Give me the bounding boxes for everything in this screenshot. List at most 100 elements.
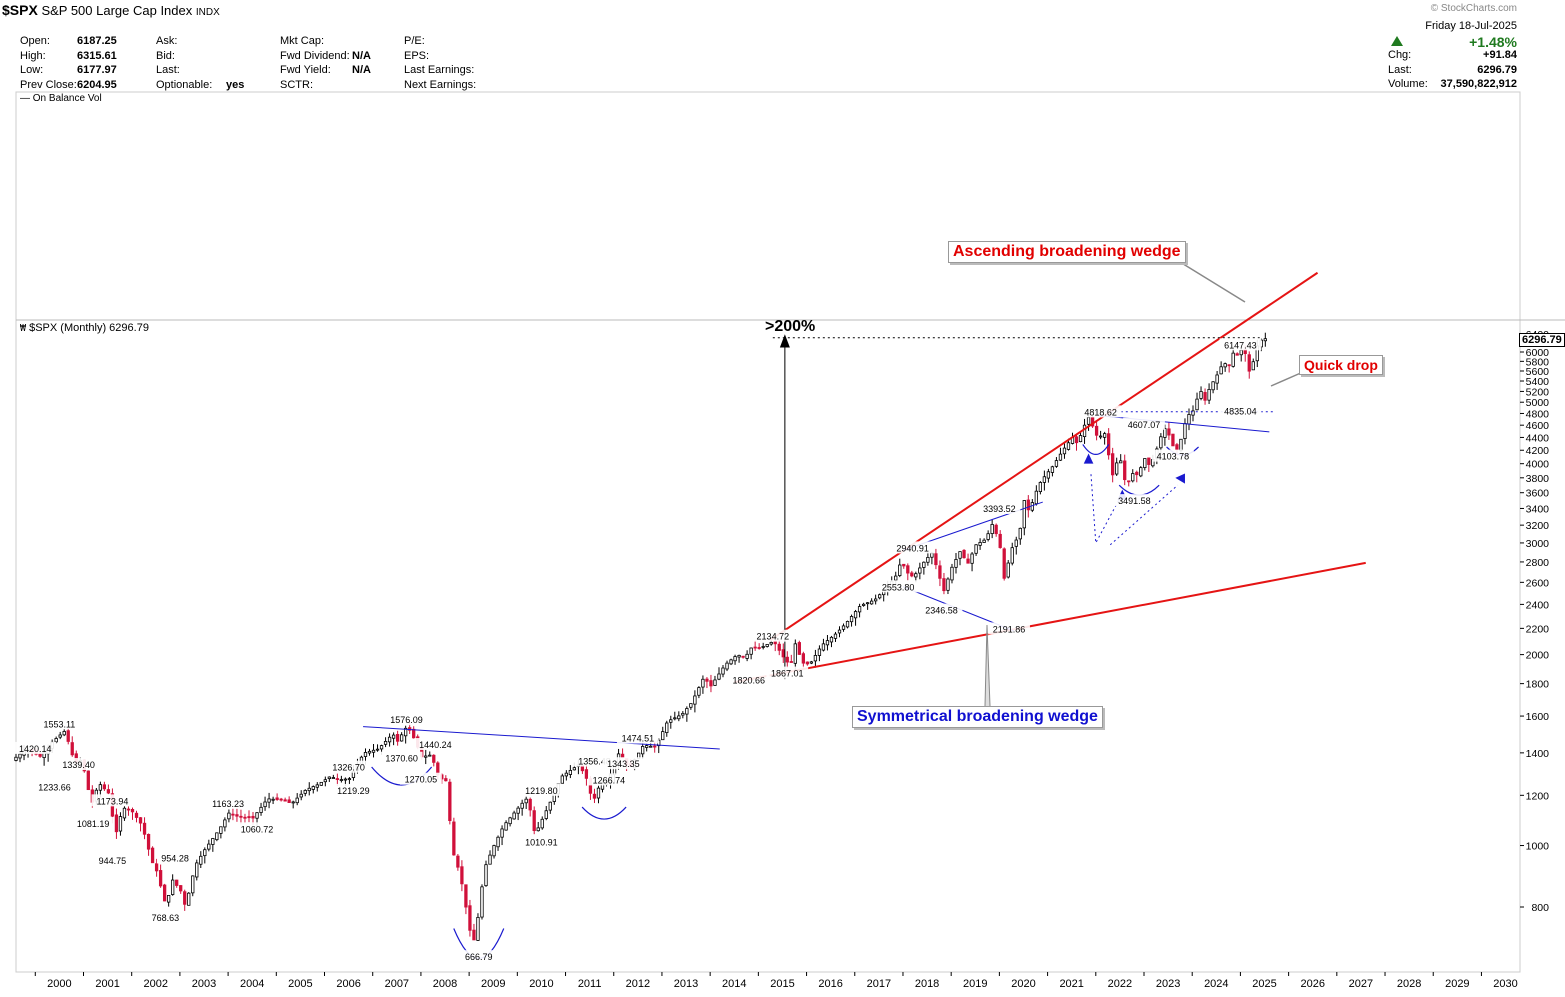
quote-date: Friday 18-Jul-2025	[1425, 20, 1517, 32]
candle-up	[761, 646, 765, 648]
quote-label: Fwd Dividend:	[280, 49, 350, 62]
candle-up	[564, 772, 568, 777]
candle-up	[195, 862, 199, 878]
candle-up	[327, 776, 331, 779]
candle-down	[235, 814, 239, 817]
candle-up	[1102, 433, 1107, 438]
price-label: 1081.19	[77, 819, 110, 829]
candle-up	[878, 594, 882, 599]
candle-up	[837, 629, 842, 634]
quote-right-label: Volume:	[1388, 78, 1428, 90]
candle-up	[1018, 527, 1022, 540]
price-label-bg	[616, 731, 659, 744]
candle-up	[865, 602, 870, 605]
price-label: 1553.11	[43, 719, 75, 729]
candle-up	[118, 816, 123, 832]
candle-up	[1034, 490, 1038, 505]
index-name: S&P 500 Large Cap Index	[41, 3, 193, 18]
candle-down	[1227, 364, 1231, 367]
quote-value: 6177.97	[77, 64, 117, 76]
obv-legend-text: On Balance Vol	[32, 93, 102, 104]
candle-up	[259, 806, 263, 813]
y-tick-label: 4600	[1526, 420, 1550, 432]
price-label-bg	[33, 780, 76, 793]
candle-up	[817, 648, 822, 656]
candle-down	[741, 655, 745, 658]
candle-down	[785, 656, 789, 663]
candle-down	[938, 565, 942, 579]
price-label: 1266.74	[593, 775, 626, 785]
x-tick-label: 2024	[1204, 978, 1228, 990]
y-tick-label: 2600	[1526, 577, 1550, 589]
candle-up	[375, 748, 380, 751]
y-tick-label: 3200	[1526, 520, 1550, 532]
quote-label: Ask:	[156, 35, 178, 47]
candle-down	[998, 533, 1002, 548]
price-label-bg	[460, 950, 497, 963]
candle-up	[484, 864, 488, 887]
x-tick-label: 2005	[288, 978, 312, 990]
quote-value: N/A	[352, 49, 371, 62]
candle-up	[1042, 476, 1047, 483]
candle-down	[464, 884, 468, 908]
candle-up	[970, 553, 974, 564]
candle-down	[126, 808, 131, 811]
resistance-line-2007	[363, 726, 720, 750]
candle-down	[287, 799, 291, 803]
candle-down	[584, 769, 589, 779]
candle-down	[472, 929, 476, 941]
x-tick-label: 2010	[529, 978, 553, 990]
price-label: 2346.58	[925, 606, 958, 616]
candle-down	[251, 815, 255, 819]
y-tick-label: 4800	[1526, 408, 1550, 420]
price-label-bg	[727, 673, 770, 686]
candle-down	[86, 770, 90, 791]
candle-up	[319, 781, 323, 786]
candle-down	[797, 642, 801, 655]
candle-up	[167, 895, 171, 903]
candle-down	[468, 905, 472, 931]
candle-up	[367, 750, 372, 754]
price-label: 1440.24	[419, 740, 452, 750]
candle-up	[524, 798, 528, 804]
candle-up	[681, 712, 685, 716]
candle-up	[641, 746, 645, 755]
quote-label: Prev Close:	[20, 78, 77, 91]
candle-down	[902, 563, 906, 567]
price-label: 1163.23	[212, 799, 244, 809]
y-tick-label: 5200	[1526, 386, 1550, 398]
candle-up	[990, 524, 994, 535]
price-label: 944.75	[99, 856, 127, 866]
price-legend-text: $SPX (Monthly) 6296.79	[29, 322, 149, 334]
candle-down	[1175, 444, 1179, 450]
candle-down	[1026, 499, 1030, 511]
candle-down	[1123, 460, 1127, 481]
price-label: 4835.04	[1224, 406, 1257, 416]
candle-down	[275, 797, 279, 800]
price-label: 1474.51	[622, 734, 655, 744]
candle-up	[271, 798, 275, 801]
candle-up	[1119, 460, 1123, 464]
candle-down	[158, 870, 163, 887]
price-label-bg	[1152, 449, 1194, 462]
price-label: 768.63	[152, 913, 180, 923]
quote-value: yes	[226, 78, 245, 91]
price-label-bg	[978, 501, 1021, 514]
price-label: 4607.07	[1128, 420, 1161, 430]
y-tick-label: 2000	[1526, 650, 1550, 662]
dotted-pattern	[1109, 484, 1179, 546]
candle-up	[1183, 423, 1187, 439]
y-tick-label: 1200	[1526, 790, 1550, 802]
candle-down	[994, 524, 998, 535]
candle-up	[516, 807, 520, 814]
candle-up	[958, 551, 962, 559]
candle-up	[765, 644, 769, 647]
price-label: 4103.78	[1157, 452, 1190, 462]
candle-up	[813, 655, 818, 662]
price-label-bg	[236, 822, 278, 835]
x-tick-label: 2013	[674, 978, 698, 990]
candle-up	[1231, 352, 1235, 367]
candle-up	[950, 566, 954, 581]
candle-up	[560, 775, 564, 784]
y-tick-label: 1000	[1526, 841, 1550, 853]
